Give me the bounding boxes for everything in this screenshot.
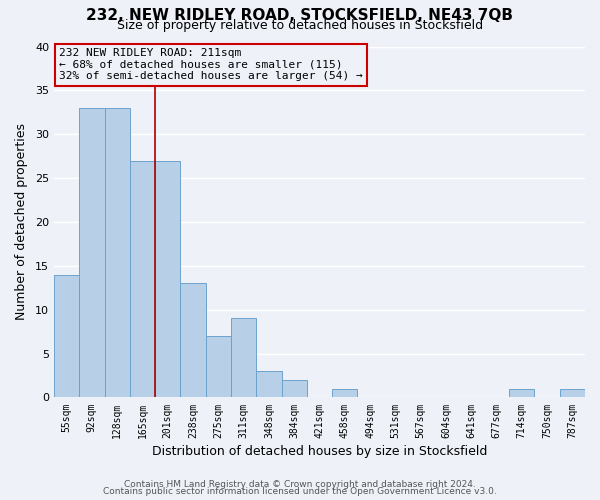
Bar: [181, 284, 206, 398]
Bar: [281, 380, 307, 398]
X-axis label: Distribution of detached houses by size in Stocksfield: Distribution of detached houses by size …: [152, 444, 487, 458]
Text: Contains HM Land Registry data © Crown copyright and database right 2024.: Contains HM Land Registry data © Crown c…: [124, 480, 476, 489]
Bar: [79, 108, 104, 398]
Bar: [130, 160, 155, 398]
Text: 232, NEW RIDLEY ROAD, STOCKSFIELD, NE43 7QB: 232, NEW RIDLEY ROAD, STOCKSFIELD, NE43 …: [86, 8, 514, 22]
Text: 232 NEW RIDLEY ROAD: 211sqm
← 68% of detached houses are smaller (115)
32% of se: 232 NEW RIDLEY ROAD: 211sqm ← 68% of det…: [59, 48, 363, 82]
Text: Contains public sector information licensed under the Open Government Licence v3: Contains public sector information licen…: [103, 487, 497, 496]
Bar: [332, 388, 358, 398]
Bar: [231, 318, 256, 398]
Text: Size of property relative to detached houses in Stocksfield: Size of property relative to detached ho…: [117, 18, 483, 32]
Y-axis label: Number of detached properties: Number of detached properties: [15, 124, 28, 320]
Bar: [206, 336, 231, 398]
Bar: [509, 388, 535, 398]
Bar: [155, 160, 181, 398]
Bar: [256, 371, 281, 398]
Bar: [104, 108, 130, 398]
Bar: [54, 274, 79, 398]
Bar: [560, 388, 585, 398]
